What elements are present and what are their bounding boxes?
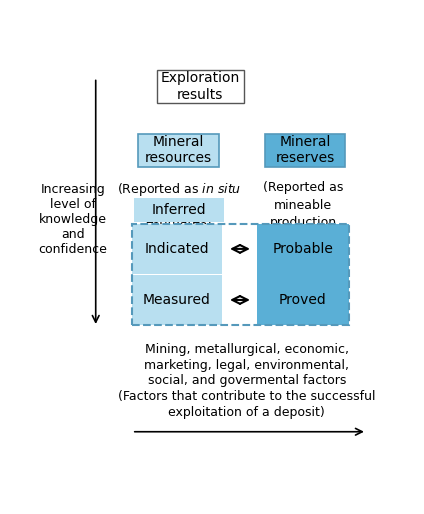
FancyBboxPatch shape bbox=[156, 69, 244, 103]
Text: Exploration
results: Exploration results bbox=[160, 71, 240, 102]
Text: Mineral
resources: Mineral resources bbox=[145, 135, 212, 166]
Text: mineralization: mineralization bbox=[134, 198, 223, 212]
Text: Probable: Probable bbox=[272, 242, 333, 256]
FancyBboxPatch shape bbox=[132, 274, 222, 325]
FancyBboxPatch shape bbox=[138, 134, 219, 167]
Text: Proved: Proved bbox=[279, 292, 326, 307]
Text: Mineral
reserves: Mineral reserves bbox=[276, 135, 335, 166]
Text: production: production bbox=[270, 216, 337, 229]
Text: Increasing
level of
knowledge
and
confidence: Increasing level of knowledge and confid… bbox=[38, 183, 107, 256]
FancyBboxPatch shape bbox=[257, 224, 349, 325]
Text: social, and govermental factors: social, and govermental factors bbox=[148, 374, 346, 388]
Text: Indicated: Indicated bbox=[145, 242, 209, 256]
Text: Measured: Measured bbox=[143, 293, 211, 307]
Text: (Reported as: (Reported as bbox=[263, 181, 343, 194]
Text: exploitation of a deposit): exploitation of a deposit) bbox=[168, 406, 325, 419]
Text: marketing, legal, environmental,: marketing, legal, environmental, bbox=[145, 359, 349, 372]
FancyBboxPatch shape bbox=[132, 224, 222, 274]
FancyBboxPatch shape bbox=[134, 198, 224, 222]
Text: estimates): estimates) bbox=[270, 233, 337, 246]
FancyBboxPatch shape bbox=[265, 134, 346, 167]
Text: (Factors that contribute to the successful: (Factors that contribute to the successf… bbox=[118, 390, 376, 403]
Text: estimates): estimates) bbox=[145, 216, 212, 229]
Text: Mining, metallurgical, economic,: Mining, metallurgical, economic, bbox=[145, 343, 349, 356]
Text: Inferred: Inferred bbox=[151, 203, 206, 217]
Text: mineable: mineable bbox=[274, 198, 332, 212]
Text: (Reported as $\mathit{in\ situ}$: (Reported as $\mathit{in\ situ}$ bbox=[117, 181, 241, 198]
